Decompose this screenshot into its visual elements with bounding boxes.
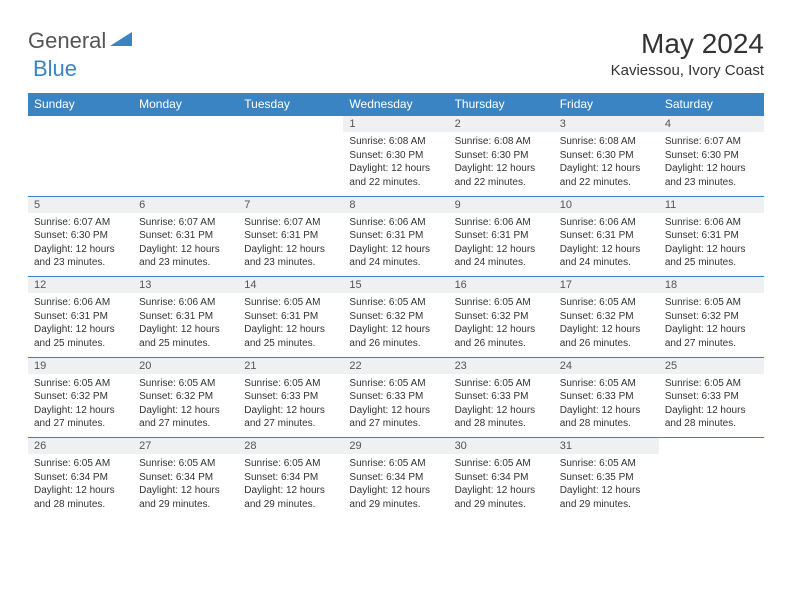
empty-cell [28, 116, 133, 133]
day-30-number: 30 [449, 438, 554, 455]
day-28-details: Sunrise: 6:05 AMSunset: 6:34 PMDaylight:… [238, 454, 343, 518]
day-14-details: Sunrise: 6:05 AMSunset: 6:31 PMDaylight:… [238, 293, 343, 357]
weekday-header-row: SundayMondayTuesdayWednesdayThursdayFrid… [28, 93, 764, 116]
weekday-monday: Monday [133, 93, 238, 116]
day-16-details: Sunrise: 6:05 AMSunset: 6:32 PMDaylight:… [449, 293, 554, 357]
empty-cell [28, 132, 133, 196]
day-12-number: 12 [28, 277, 133, 294]
week-4-daynum-row: 262728293031 [28, 438, 764, 455]
logo-triangle-icon [110, 30, 132, 53]
empty-cell [133, 132, 238, 196]
day-30-details: Sunrise: 6:05 AMSunset: 6:34 PMDaylight:… [449, 454, 554, 518]
day-18-number: 18 [659, 277, 764, 294]
day-11-number: 11 [659, 196, 764, 213]
logo: General [28, 28, 134, 54]
day-27-number: 27 [133, 438, 238, 455]
day-16-number: 16 [449, 277, 554, 294]
day-9-details: Sunrise: 6:06 AMSunset: 6:31 PMDaylight:… [449, 213, 554, 277]
day-6-number: 6 [133, 196, 238, 213]
week-0-daynum-row: 1234 [28, 116, 764, 133]
week-1-detail-row: Sunrise: 6:07 AMSunset: 6:30 PMDaylight:… [28, 213, 764, 277]
day-5-number: 5 [28, 196, 133, 213]
weekday-saturday: Saturday [659, 93, 764, 116]
day-25-details: Sunrise: 6:05 AMSunset: 6:33 PMDaylight:… [659, 374, 764, 438]
day-22-details: Sunrise: 6:05 AMSunset: 6:33 PMDaylight:… [343, 374, 448, 438]
weekday-sunday: Sunday [28, 93, 133, 116]
day-10-details: Sunrise: 6:06 AMSunset: 6:31 PMDaylight:… [554, 213, 659, 277]
day-2-number: 2 [449, 116, 554, 133]
day-28-number: 28 [238, 438, 343, 455]
day-17-details: Sunrise: 6:05 AMSunset: 6:32 PMDaylight:… [554, 293, 659, 357]
day-24-details: Sunrise: 6:05 AMSunset: 6:33 PMDaylight:… [554, 374, 659, 438]
day-8-number: 8 [343, 196, 448, 213]
day-4-number: 4 [659, 116, 764, 133]
calendar-table: SundayMondayTuesdayWednesdayThursdayFrid… [28, 93, 764, 518]
empty-cell [659, 454, 764, 518]
day-25-number: 25 [659, 357, 764, 374]
logo-text-blue: Blue [33, 56, 77, 82]
day-22-number: 22 [343, 357, 448, 374]
day-31-number: 31 [554, 438, 659, 455]
day-27-details: Sunrise: 6:05 AMSunset: 6:34 PMDaylight:… [133, 454, 238, 518]
day-23-number: 23 [449, 357, 554, 374]
empty-cell [659, 438, 764, 455]
day-7-number: 7 [238, 196, 343, 213]
header: General May 2024 Kaviessou, Ivory Coast [28, 28, 764, 79]
day-1-details: Sunrise: 6:08 AMSunset: 6:30 PMDaylight:… [343, 132, 448, 196]
day-20-number: 20 [133, 357, 238, 374]
day-4-details: Sunrise: 6:07 AMSunset: 6:30 PMDaylight:… [659, 132, 764, 196]
week-1-daynum-row: 567891011 [28, 196, 764, 213]
location: Kaviessou, Ivory Coast [611, 62, 764, 79]
month-title: May 2024 [611, 28, 764, 60]
day-9-number: 9 [449, 196, 554, 213]
day-26-details: Sunrise: 6:05 AMSunset: 6:34 PMDaylight:… [28, 454, 133, 518]
week-2-detail-row: Sunrise: 6:06 AMSunset: 6:31 PMDaylight:… [28, 293, 764, 357]
week-2-daynum-row: 12131415161718 [28, 277, 764, 294]
week-0-detail-row: Sunrise: 6:08 AMSunset: 6:30 PMDaylight:… [28, 132, 764, 196]
weekday-tuesday: Tuesday [238, 93, 343, 116]
day-5-details: Sunrise: 6:07 AMSunset: 6:30 PMDaylight:… [28, 213, 133, 277]
day-18-details: Sunrise: 6:05 AMSunset: 6:32 PMDaylight:… [659, 293, 764, 357]
day-19-number: 19 [28, 357, 133, 374]
weekday-friday: Friday [554, 93, 659, 116]
day-26-number: 26 [28, 438, 133, 455]
week-3-daynum-row: 19202122232425 [28, 357, 764, 374]
day-13-details: Sunrise: 6:06 AMSunset: 6:31 PMDaylight:… [133, 293, 238, 357]
day-10-number: 10 [554, 196, 659, 213]
weekday-wednesday: Wednesday [343, 93, 448, 116]
day-14-number: 14 [238, 277, 343, 294]
day-20-details: Sunrise: 6:05 AMSunset: 6:32 PMDaylight:… [133, 374, 238, 438]
day-21-number: 21 [238, 357, 343, 374]
day-31-details: Sunrise: 6:05 AMSunset: 6:35 PMDaylight:… [554, 454, 659, 518]
week-3-detail-row: Sunrise: 6:05 AMSunset: 6:32 PMDaylight:… [28, 374, 764, 438]
weekday-thursday: Thursday [449, 93, 554, 116]
day-19-details: Sunrise: 6:05 AMSunset: 6:32 PMDaylight:… [28, 374, 133, 438]
day-2-details: Sunrise: 6:08 AMSunset: 6:30 PMDaylight:… [449, 132, 554, 196]
day-8-details: Sunrise: 6:06 AMSunset: 6:31 PMDaylight:… [343, 213, 448, 277]
day-21-details: Sunrise: 6:05 AMSunset: 6:33 PMDaylight:… [238, 374, 343, 438]
day-6-details: Sunrise: 6:07 AMSunset: 6:31 PMDaylight:… [133, 213, 238, 277]
logo-text-general: General [28, 28, 106, 54]
title-block: May 2024 Kaviessou, Ivory Coast [611, 28, 764, 79]
empty-cell [133, 116, 238, 133]
day-3-details: Sunrise: 6:08 AMSunset: 6:30 PMDaylight:… [554, 132, 659, 196]
day-17-number: 17 [554, 277, 659, 294]
week-4-detail-row: Sunrise: 6:05 AMSunset: 6:34 PMDaylight:… [28, 454, 764, 518]
day-11-details: Sunrise: 6:06 AMSunset: 6:31 PMDaylight:… [659, 213, 764, 277]
day-13-number: 13 [133, 277, 238, 294]
day-23-details: Sunrise: 6:05 AMSunset: 6:33 PMDaylight:… [449, 374, 554, 438]
day-1-number: 1 [343, 116, 448, 133]
day-12-details: Sunrise: 6:06 AMSunset: 6:31 PMDaylight:… [28, 293, 133, 357]
empty-cell [238, 116, 343, 133]
empty-cell [238, 132, 343, 196]
day-3-number: 3 [554, 116, 659, 133]
day-7-details: Sunrise: 6:07 AMSunset: 6:31 PMDaylight:… [238, 213, 343, 277]
day-24-number: 24 [554, 357, 659, 374]
day-15-details: Sunrise: 6:05 AMSunset: 6:32 PMDaylight:… [343, 293, 448, 357]
day-29-number: 29 [343, 438, 448, 455]
day-29-details: Sunrise: 6:05 AMSunset: 6:34 PMDaylight:… [343, 454, 448, 518]
day-15-number: 15 [343, 277, 448, 294]
